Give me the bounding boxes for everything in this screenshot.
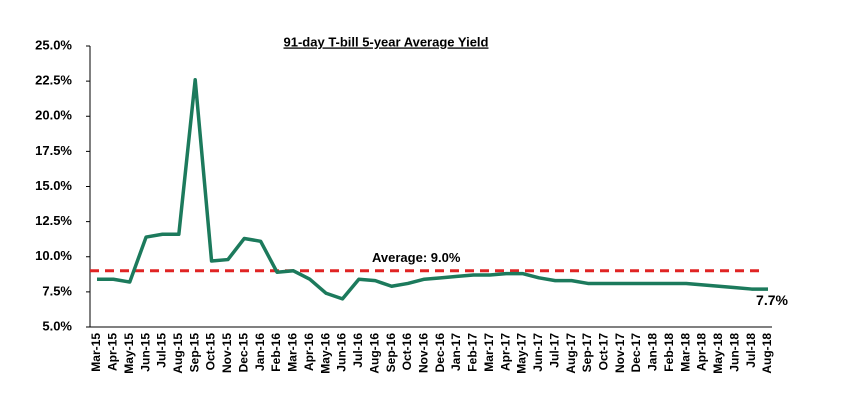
x-tick-label: Dec-16 — [433, 333, 447, 373]
y-tick-label: 20.0% — [35, 108, 72, 123]
x-tick-label: Jan-16 — [253, 333, 267, 371]
x-tick-label: Feb-18 — [662, 333, 676, 372]
x-tick-label: Aug-16 — [367, 333, 381, 374]
x-tick-label: Jan-18 — [646, 333, 660, 371]
x-tick-label: Dec-17 — [629, 333, 643, 373]
x-tick-label: Jun-16 — [335, 333, 349, 372]
x-tick-label: Oct-17 — [597, 333, 611, 371]
y-tick-label: 12.5% — [35, 213, 72, 228]
y-tick-label: 15.0% — [35, 178, 72, 193]
x-tick-label: Mar-18 — [678, 333, 692, 372]
x-tick-label: Apr-18 — [695, 333, 709, 371]
x-tick-label: Sep-16 — [384, 333, 398, 373]
x-tick-label: Mar-15 — [89, 333, 103, 372]
x-tick-label: Dec-15 — [236, 333, 250, 373]
x-tick-label: Jul-18 — [744, 333, 758, 368]
x-tick-label: Jun-15 — [138, 333, 152, 372]
x-tick-label: Sep-15 — [187, 333, 201, 373]
x-tick-label: Nov-15 — [220, 333, 234, 373]
x-tick-label: Aug-17 — [564, 333, 578, 374]
average-label: Average: 9.0% — [372, 250, 461, 265]
data-label: 7.7% — [756, 292, 788, 308]
chart-title: 91-day T-bill 5-year Average Yield — [284, 34, 489, 49]
x-tick-label: Jul-15 — [155, 333, 169, 368]
x-tick-label: Sep-17 — [580, 333, 594, 373]
x-tick-label: Jul-16 — [351, 333, 365, 368]
y-tick-label: 5.0% — [42, 318, 72, 333]
x-tick-label: Mar-17 — [482, 333, 496, 372]
x-tick-label: Aug-15 — [171, 333, 185, 374]
y-tick-label: 25.0% — [35, 37, 72, 52]
x-tick-label: Apr-15 — [106, 333, 120, 371]
y-tick-label: 7.5% — [42, 283, 72, 298]
y-tick-label: 22.5% — [35, 73, 72, 88]
x-tick-label: Nov-16 — [416, 333, 430, 373]
x-tick-label: Jan-17 — [449, 333, 463, 371]
x-tick-label: Oct-16 — [400, 333, 414, 371]
x-tick-label: Oct-15 — [204, 333, 218, 371]
x-tick-label: Feb-16 — [269, 333, 283, 372]
line — [97, 77, 768, 301]
x-tick-label: Apr-16 — [302, 333, 316, 371]
x-tick-label: Mar-16 — [286, 333, 300, 372]
y-tick-label: 10.0% — [35, 248, 72, 263]
y-tick-label: 17.5% — [35, 143, 72, 158]
x-tick-label: Aug-18 — [760, 333, 774, 374]
x-tick-label: May-18 — [711, 333, 725, 374]
x-tick-label: Apr-17 — [498, 333, 512, 371]
x-tick-label: May-15 — [122, 333, 136, 374]
x-tick-label: May-17 — [515, 333, 529, 374]
x-tick-label: Jun-18 — [727, 333, 741, 372]
x-tick-label: Jun-17 — [531, 333, 545, 372]
x-tick-label: Jul-17 — [547, 333, 561, 368]
x-tick-label: Nov-17 — [613, 333, 627, 373]
x-tick-label: May-16 — [318, 333, 332, 374]
x-tick-label: Feb-17 — [466, 333, 480, 372]
